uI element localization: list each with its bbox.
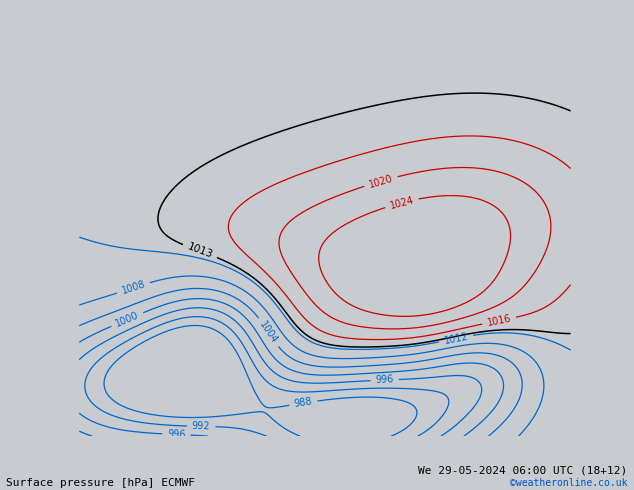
Text: 996: 996 xyxy=(375,375,394,385)
Text: 1000: 1000 xyxy=(114,310,141,329)
Text: 1016: 1016 xyxy=(486,314,512,328)
Text: 996: 996 xyxy=(167,429,186,440)
Text: 1008: 1008 xyxy=(120,279,146,296)
Text: 1012: 1012 xyxy=(443,331,469,346)
Text: ©weatheronline.co.uk: ©weatheronline.co.uk xyxy=(510,478,628,488)
Text: 1020: 1020 xyxy=(368,173,394,190)
Text: We 29-05-2024 06:00 UTC (18+12): We 29-05-2024 06:00 UTC (18+12) xyxy=(418,466,628,475)
Text: 992: 992 xyxy=(192,421,210,432)
Text: 1024: 1024 xyxy=(389,195,415,211)
Text: 1013: 1013 xyxy=(186,242,214,260)
Text: 1004: 1004 xyxy=(257,319,280,345)
Text: Surface pressure [hPa] ECMWF: Surface pressure [hPa] ECMWF xyxy=(6,478,195,488)
Text: 988: 988 xyxy=(294,397,313,410)
